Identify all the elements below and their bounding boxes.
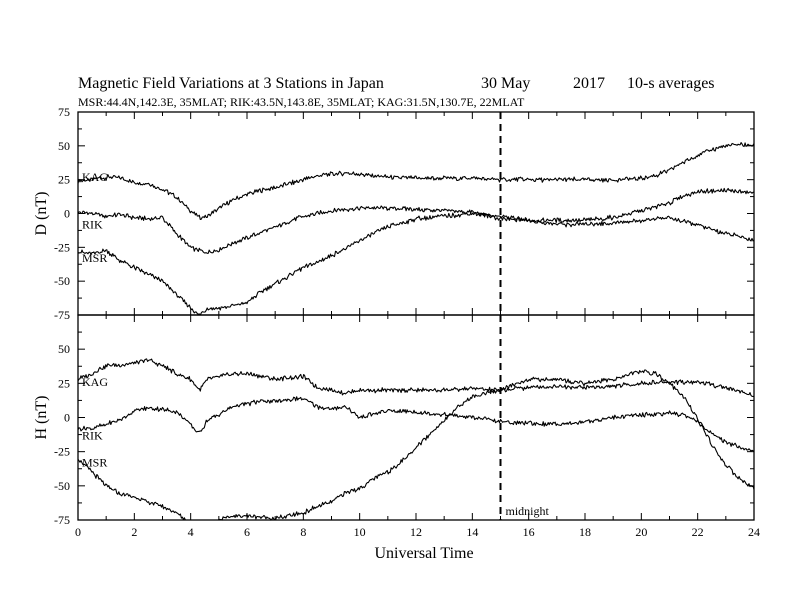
y-tick-label: 25: [58, 376, 70, 390]
trace-kag: [77, 142, 755, 221]
y-tick-label: 50: [58, 139, 70, 153]
x-tick-label: 12: [410, 525, 422, 539]
trace-msr: [77, 369, 755, 521]
trace-kag: [77, 358, 755, 398]
y-tick-label: 50: [58, 342, 70, 356]
chart-title: Magnetic Field Variations at 3 Stations …: [78, 75, 384, 92]
series-label-rik: RIK: [82, 217, 103, 231]
y-tick-label: 75: [58, 105, 70, 119]
d-component-panel: 75 50 25 0 -25 -50 -75 D (nT) KAG RIK MSR: [33, 105, 755, 322]
midnight-label: midnight: [506, 504, 550, 518]
x-tick-label: 16: [523, 525, 535, 539]
y-tick-label: -75: [54, 308, 70, 322]
y-tick-label: -25: [54, 445, 70, 459]
trace-rik: [77, 396, 755, 453]
y-tick-label: -25: [54, 240, 70, 254]
plot-frame: [77, 314, 755, 521]
chart-subtitle: MSR:44.4N,142.3E, 35MLAT; RIK:43.5N,143.…: [78, 95, 525, 109]
x-tick-label: 0: [75, 525, 81, 539]
x-tick-label: 6: [244, 525, 250, 539]
x-tick-label: 8: [300, 525, 306, 539]
x-tick-label: 20: [635, 525, 647, 539]
x-tick-label: 4: [188, 525, 194, 539]
x-tick-label: 10: [354, 525, 366, 539]
x-tick-label: 14: [466, 525, 478, 539]
y-axis-label: D (nT): [33, 192, 50, 236]
series-label-msr: MSR: [82, 251, 107, 265]
y-tick-label: 0: [64, 411, 70, 425]
y-tick-label: 0: [64, 207, 70, 221]
y-axis-label: H (nT): [33, 396, 50, 440]
series-label-kag: KAG: [82, 375, 108, 389]
series-label-msr: MSR: [82, 456, 107, 470]
x-tick-label: 2: [131, 525, 137, 539]
series-label-kag: KAG: [82, 170, 108, 184]
y-tick-label: 25: [58, 173, 70, 187]
y-tick-label: -50: [54, 479, 70, 493]
series-label-rik: RIK: [82, 428, 103, 442]
x-tick-label: 22: [692, 525, 704, 539]
y-tick-label: -50: [54, 274, 70, 288]
y-tick-label: -75: [54, 513, 70, 527]
trace-rik: [77, 187, 755, 254]
trace-msr: [77, 211, 755, 316]
plot-frame: [77, 111, 755, 316]
x-tick-label: 24: [748, 525, 760, 539]
chart-date: 30 May: [481, 75, 530, 92]
chart-year: 2017: [573, 75, 605, 92]
chart-averaging: 10-s averages: [627, 75, 715, 92]
x-tick-label: 18: [579, 525, 591, 539]
x-axis-label: Universal Time: [374, 545, 473, 562]
